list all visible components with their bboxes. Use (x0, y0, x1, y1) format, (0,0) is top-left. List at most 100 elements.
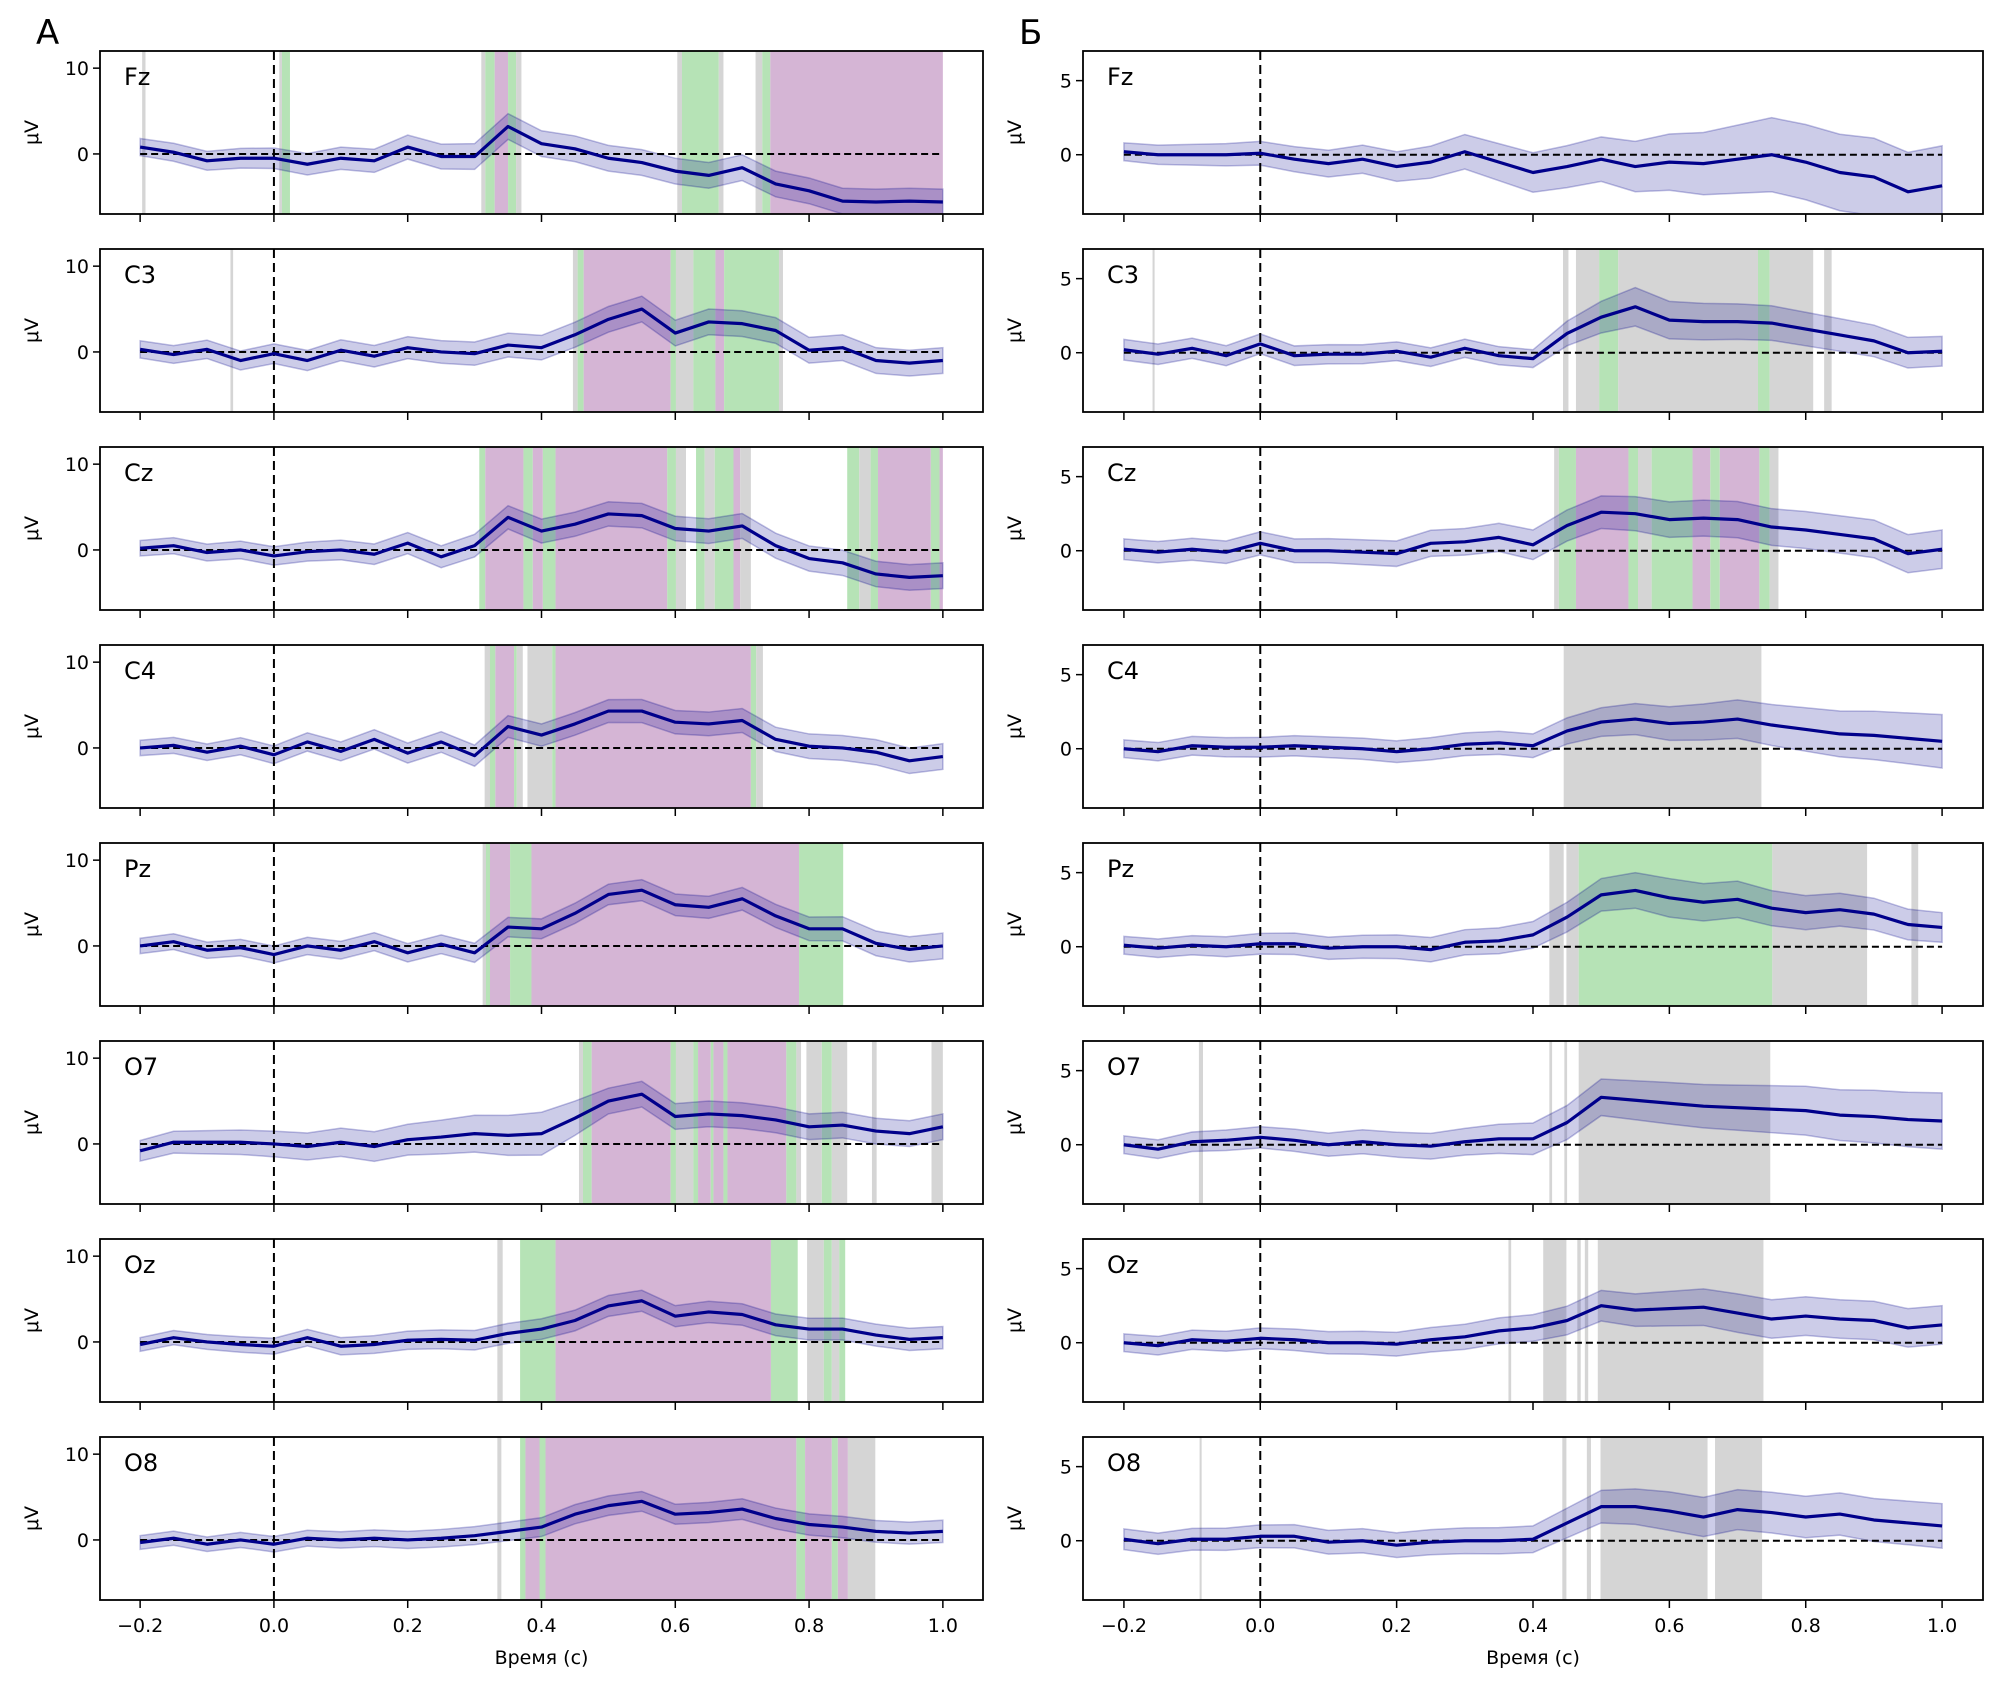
y-tick-label: 5 (1060, 1457, 1072, 1479)
significance-region-green (479, 447, 486, 610)
panel-label: Б (1019, 13, 1042, 53)
significance-region-green (762, 51, 771, 214)
significance-region-purple (837, 1437, 848, 1600)
significance-region-gray (1638, 447, 1652, 610)
significance-region-purple (770, 51, 943, 214)
significance-region-green (839, 1239, 846, 1402)
significance-region-gray (755, 51, 763, 214)
plot-area (139, 249, 944, 412)
subplot-pz: Pz 0 10 μV (21, 842, 984, 1014)
y-tick-label: 5 (1060, 269, 1072, 291)
y-tick-label: 10 (65, 58, 89, 80)
y-axis-label: μV (21, 1308, 43, 1333)
erp-mean-line (139, 1092, 944, 1153)
y-tick-label: 0 (77, 1530, 89, 1552)
erp-mean-line (1123, 1505, 1943, 1547)
significance-region-gray (1554, 447, 1559, 610)
significance-region-gray (1549, 1041, 1553, 1204)
significance-region-gray (497, 1437, 502, 1600)
subplot-o7: O7 0 10 μV (21, 1040, 984, 1212)
x-tick-label: 0.6 (660, 1615, 690, 1637)
y-tick-label: 0 (1060, 739, 1072, 761)
significance-region-green (520, 1239, 556, 1402)
y-tick-label: 0 (77, 936, 89, 958)
significance-region-gray (831, 1239, 840, 1402)
significance-region-green (693, 1041, 699, 1204)
y-axis-label: μV (1004, 714, 1026, 739)
subplot-oz: Oz 0 10 μV (21, 1238, 984, 1410)
erp-mean-line (1123, 510, 1943, 556)
y-tick-label: 0 (1060, 1531, 1072, 1553)
plot-area (139, 843, 944, 1006)
significance-region-gray (1562, 1437, 1567, 1600)
significance-region-green (1651, 447, 1693, 610)
x-tick-label: 0.6 (1654, 1615, 1684, 1637)
significance-region-green (510, 843, 532, 1006)
y-tick-label: 0 (77, 1134, 89, 1156)
y-axis-label: μV (1004, 516, 1026, 541)
significance-region-gray (806, 1041, 822, 1204)
significance-region-green (539, 1437, 546, 1600)
plot-area (1123, 1239, 1943, 1402)
channel-label: C4 (124, 657, 156, 685)
significance-region-gray (718, 51, 724, 214)
plot-area (1123, 249, 1943, 412)
x-tick-label: 0.0 (1245, 1615, 1275, 1637)
significance-region-gray (230, 249, 234, 412)
significance-region-gray (482, 843, 486, 1006)
significance-region-gray (1597, 1239, 1764, 1402)
y-axis-label: μV (21, 714, 43, 739)
subplot-c4: C4 0 5 μV (1004, 644, 1984, 816)
significance-region-green (670, 1041, 676, 1204)
channel-label: O7 (1107, 1053, 1141, 1081)
subplot-o7: O7 0 5 μV (1004, 1040, 1984, 1212)
significance-region-gray (1508, 1239, 1512, 1402)
significance-region-green (281, 51, 290, 214)
significance-region-green (485, 51, 495, 214)
channel-label: O8 (1107, 1449, 1141, 1477)
plot-area (1123, 843, 1943, 1006)
significance-region-gray (1715, 1437, 1763, 1600)
channel-label: Fz (124, 63, 150, 91)
significance-region-gray (1549, 843, 1564, 1006)
x-tick-label: 0.0 (259, 1615, 289, 1637)
significance-region-green (582, 1041, 592, 1204)
significance-region-gray (1578, 1041, 1771, 1204)
significance-region-green (523, 447, 533, 610)
channel-label: Cz (1107, 459, 1136, 487)
plot-area (139, 51, 944, 214)
x-tick-label: −0.2 (117, 1615, 163, 1637)
erp-mean-line (1123, 717, 1943, 754)
significance-region-gray (1575, 249, 1600, 412)
erp-mean-line (1123, 1304, 1943, 1348)
confidence-band (1123, 495, 1943, 574)
x-tick-label: 1.0 (928, 1615, 958, 1637)
significance-region-green (1758, 249, 1770, 412)
significance-region-green (508, 51, 517, 214)
significance-region-green (489, 645, 496, 808)
y-axis-label: μV (21, 1110, 43, 1135)
x-tick-label: 1.0 (1927, 1615, 1957, 1637)
significance-region-purple (489, 843, 511, 1006)
significance-region-gray (704, 447, 715, 610)
y-tick-label: 5 (1060, 665, 1072, 687)
erp-mean-line (139, 1299, 943, 1348)
significance-region-gray (484, 645, 490, 808)
erp-mean-line (140, 512, 943, 580)
significance-region-purple (713, 1041, 724, 1204)
significance-region-gray (1586, 1437, 1591, 1600)
plot-area (139, 1437, 944, 1600)
significance-region-gray (859, 447, 871, 610)
y-tick-label: 5 (1060, 863, 1072, 885)
significance-region-gray (807, 1239, 824, 1402)
confidence-band (139, 1289, 944, 1356)
y-tick-label: 0 (77, 1332, 89, 1354)
erp-mean-line (139, 124, 943, 204)
y-axis-label: μV (21, 516, 43, 541)
erp-mean-line (139, 307, 943, 365)
confidence-band (139, 501, 944, 591)
y-tick-label: 5 (1060, 467, 1072, 489)
significance-region-gray (1563, 249, 1569, 412)
significance-region-purple (877, 447, 931, 610)
